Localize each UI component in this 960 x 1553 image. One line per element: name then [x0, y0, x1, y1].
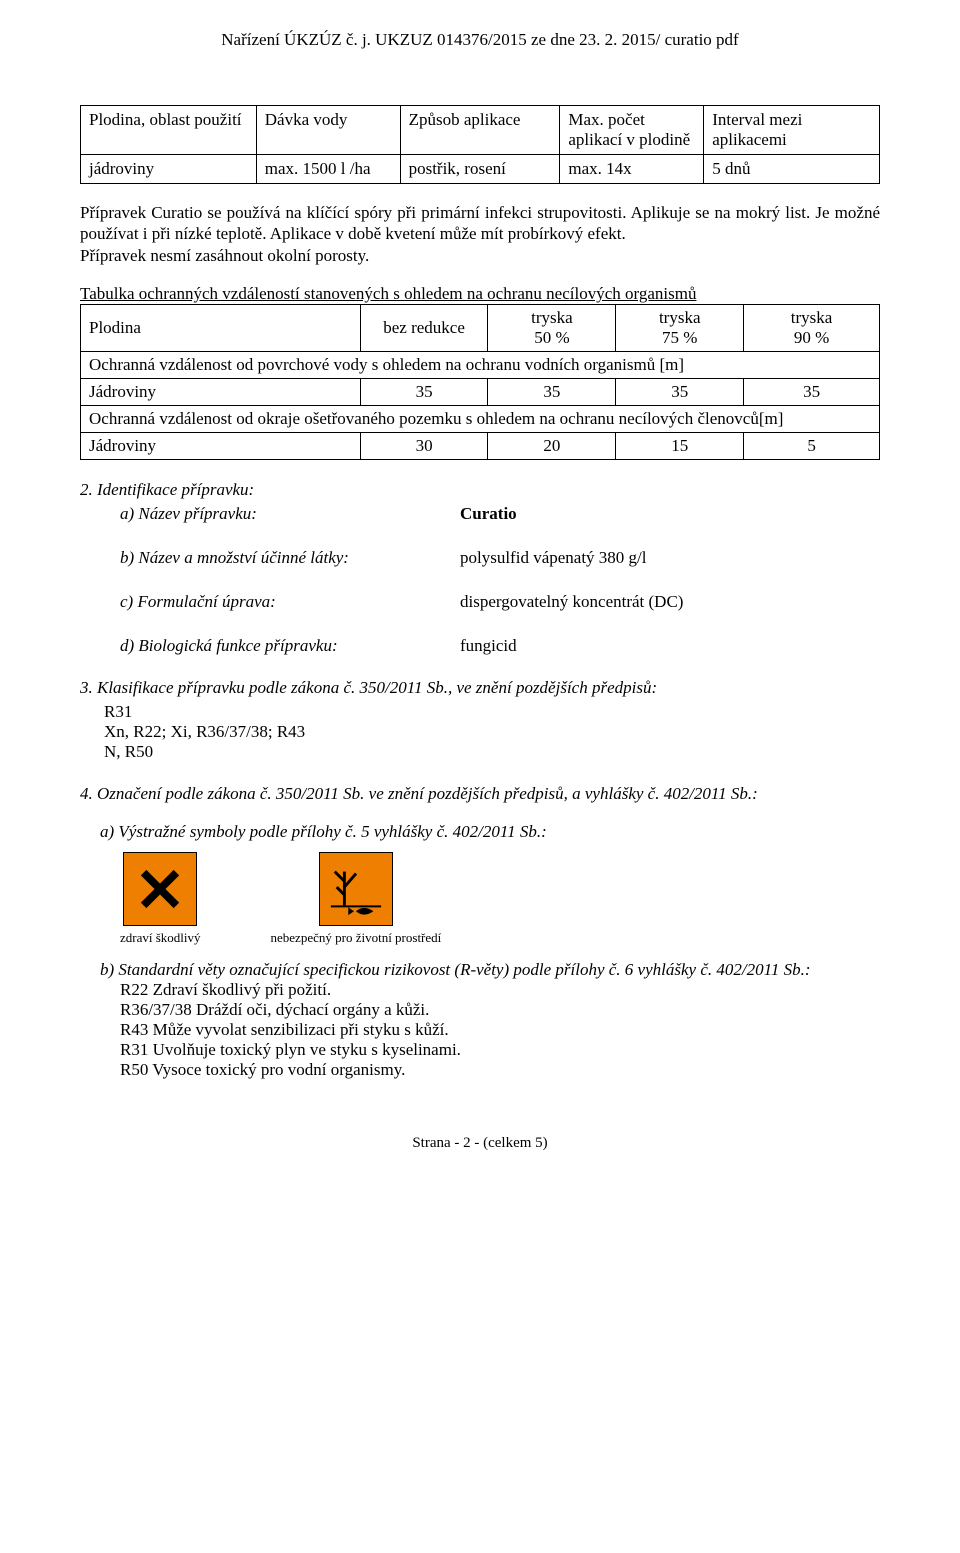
- s2-a-label: a) Název přípravku:: [120, 504, 460, 524]
- s2-b-label: b) Název a množství účinné látky:: [120, 548, 460, 568]
- td-max: max. 14x: [560, 155, 704, 184]
- cross-icon: [131, 860, 189, 918]
- td-davka: max. 1500 l /ha: [256, 155, 400, 184]
- s2-c-value: dispergovatelný koncentrát (DC): [460, 592, 880, 612]
- s2-a-value: Curatio: [460, 504, 880, 524]
- paragraph-usage: Přípravek Curatio se používá na klíčící …: [80, 202, 880, 245]
- table-section-row: Ochranná vzdálenost od povrchové vody s …: [81, 351, 880, 378]
- th-t50-top: tryska: [531, 308, 573, 327]
- s2-d-value: fungicid: [460, 636, 880, 656]
- r22: R22 Zdraví škodlivý při požití.: [120, 980, 880, 1000]
- s2-d-label: d) Biologická funkce přípravku:: [120, 636, 460, 656]
- th-t90-bot: 90 %: [794, 328, 829, 347]
- s3-l1: R31: [104, 702, 880, 722]
- table-header-row: Plodina, oblast použití Dávka vody Způso…: [81, 106, 880, 155]
- th-t75-top: tryska: [659, 308, 701, 327]
- td-d: 35: [744, 378, 880, 405]
- table-row: jádroviny max. 1500 l /ha postřik, rosen…: [81, 155, 880, 184]
- td-c: 15: [616, 432, 744, 459]
- th-max: Max. počet aplikací v plodině: [560, 106, 704, 155]
- tree-fish-icon: [327, 860, 385, 918]
- s4-b: b) Standardní věty označující specificko…: [100, 960, 880, 980]
- table-header-row: Plodina bez redukce tryska 50 % tryska 7…: [81, 304, 880, 351]
- s4-a: a) Výstražné symboly podle přílohy č. 5 …: [100, 822, 880, 842]
- hazard-symbols: zdraví škodlivý nebezpečný pro životní p…: [120, 852, 880, 946]
- table-section-row: Ochranná vzdálenost od okraje ošetřované…: [81, 405, 880, 432]
- r50: R50 Vysoce toxický pro vodní organismy.: [120, 1060, 880, 1080]
- td-d: 5: [744, 432, 880, 459]
- section-3-heading: 3. Klasifikace přípravku podle zákona č.…: [80, 678, 880, 698]
- table-row: Jádroviny 30 20 15 5: [81, 432, 880, 459]
- th-t90-top: tryska: [791, 308, 833, 327]
- paragraph-warning: Přípravek nesmí zasáhnout okolní porosty…: [80, 245, 880, 266]
- document-header: Nařízení ÚKZÚZ č. j. UKZUZ 014376/2015 z…: [80, 30, 880, 50]
- s2-title: Identifikace přípravku:: [97, 480, 254, 499]
- s3-l2: Xn, R22; Xi, R36/37/38; R43: [104, 722, 880, 742]
- th-davka: Dávka vody: [256, 106, 400, 155]
- th-t75-bot: 75 %: [662, 328, 697, 347]
- table-row: Jádroviny 35 35 35 35: [81, 378, 880, 405]
- page-footer: Strana - 2 - (celkem 5): [80, 1135, 880, 1152]
- td-c: 35: [616, 378, 744, 405]
- section-4-heading: 4. Označení podle zákona č. 350/2011 Sb.…: [80, 784, 880, 804]
- r43: R43 Může vyvolat senzibilizaci při styku…: [120, 1020, 880, 1040]
- th-bez: bez redukce: [360, 304, 488, 351]
- td-lbl: Jádroviny: [81, 378, 361, 405]
- environment-icon: [319, 852, 393, 926]
- symbol-environment: nebezpečný pro životní prostředí: [271, 852, 442, 946]
- distance-table-caption: Tabulka ochranných vzdáleností stanovený…: [80, 284, 880, 304]
- section-2: 2. Identifikace přípravku:: [80, 480, 880, 500]
- td-interval: 5 dnů: [704, 155, 880, 184]
- td-b: 35: [488, 378, 616, 405]
- th-t75: tryska 75 %: [616, 304, 744, 351]
- symbol-environment-caption: nebezpečný pro životní prostředí: [271, 930, 442, 946]
- section-water: Ochranná vzdálenost od povrchové vody s …: [81, 351, 880, 378]
- th-plodina: Plodina: [81, 304, 361, 351]
- td-zpusob: postřik, rosení: [400, 155, 560, 184]
- th-t50: tryska 50 %: [488, 304, 616, 351]
- r31: R31 Uvolňuje toxický plyn ve styku s kys…: [120, 1040, 880, 1060]
- harmful-icon: [123, 852, 197, 926]
- td-plodina: jádroviny: [81, 155, 257, 184]
- s3-l3: N, R50: [104, 742, 880, 762]
- th-zpusob: Způsob aplikace: [400, 106, 560, 155]
- th-interval: Interval mezi aplikacemi: [704, 106, 880, 155]
- s2-b-row: b) Název a množství účinné látky: polysu…: [80, 548, 880, 568]
- r36: R36/37/38 Dráždí oči, dýchací orgány a k…: [120, 1000, 880, 1020]
- s2-num: 2.: [80, 480, 93, 499]
- application-table: Plodina, oblast použití Dávka vody Způso…: [80, 105, 880, 184]
- s2-c-row: c) Formulační úprava: dispergovatelný ko…: [80, 592, 880, 612]
- r-phrases: R22 Zdraví škodlivý při požití. R36/37/3…: [120, 980, 880, 1080]
- symbol-harmful-caption: zdraví škodlivý: [120, 930, 201, 946]
- s2-d-row: d) Biologická funkce přípravku: fungicid: [80, 636, 880, 656]
- th-plodina: Plodina, oblast použití: [81, 106, 257, 155]
- td-b: 20: [488, 432, 616, 459]
- section-arthro: Ochranná vzdálenost od okraje ošetřované…: [81, 405, 880, 432]
- th-t90: tryska 90 %: [744, 304, 880, 351]
- distance-table: Plodina bez redukce tryska 50 % tryska 7…: [80, 304, 880, 460]
- td-a: 30: [360, 432, 488, 459]
- s2-b-value: polysulfid vápenatý 380 g/l: [460, 548, 880, 568]
- th-t50-bot: 50 %: [534, 328, 569, 347]
- s2-c-label: c) Formulační úprava:: [120, 592, 460, 612]
- s2-a-row: a) Název přípravku: Curatio: [80, 504, 880, 524]
- td-lbl: Jádroviny: [81, 432, 361, 459]
- td-a: 35: [360, 378, 488, 405]
- symbol-harmful: zdraví škodlivý: [120, 852, 201, 946]
